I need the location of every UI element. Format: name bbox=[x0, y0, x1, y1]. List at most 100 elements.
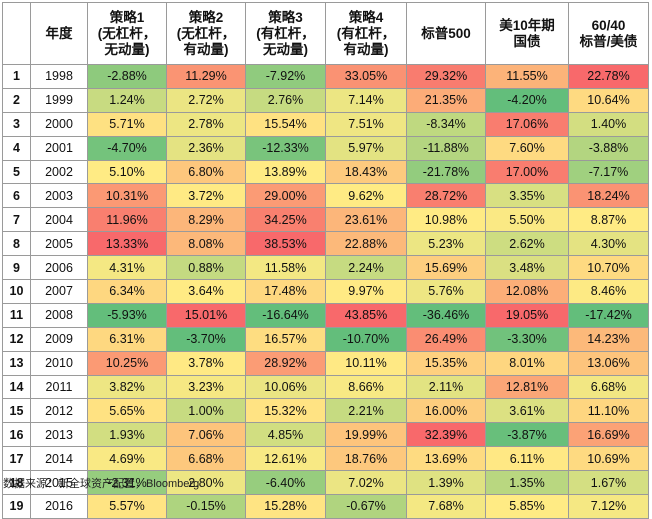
heat-cell: 5.71% bbox=[87, 111, 167, 137]
heat-cell: -3.30% bbox=[485, 326, 569, 352]
heat-cell: 2.80% bbox=[166, 470, 246, 496]
heat-cell: 9.62% bbox=[325, 183, 407, 209]
row-index: 6 bbox=[2, 183, 31, 209]
table-row: 15 2012 5.65% 1.00% 15.32% 2.21% 16.00% 3.61% 11… bbox=[2, 398, 649, 424]
heat-cell: 9.97% bbox=[325, 279, 407, 304]
year-cell: 2013 bbox=[30, 422, 88, 448]
heat-cell: 3.82% bbox=[87, 374, 167, 400]
heat-cell: -7.92% bbox=[245, 64, 326, 89]
heat-cell: 15.54% bbox=[245, 111, 326, 137]
heat-cell: 5.65% bbox=[87, 398, 167, 424]
column-header: 标普500 bbox=[406, 2, 486, 65]
heat-cell: 16.69% bbox=[568, 422, 649, 448]
heat-cell: 8.46% bbox=[568, 279, 649, 304]
heat-cell: 18.24% bbox=[568, 183, 649, 209]
table-row: 12 2009 6.31% -3.70% 16.57% -10.70% 26.49% -3.3… bbox=[2, 326, 649, 352]
heat-cell: 19.99% bbox=[325, 422, 407, 448]
heat-cell: 26.49% bbox=[406, 326, 486, 352]
heat-cell: 6.31% bbox=[87, 326, 167, 352]
header-row: 年度 策略1 (无杠杆， 无动量) 策略2 (无杠杆， 有动量) 策略3 (有杠杆， … bbox=[2, 2, 649, 65]
heat-cell: 28.72% bbox=[406, 183, 486, 209]
heat-cell: 4.31% bbox=[87, 255, 167, 281]
year-cell: 2005 bbox=[30, 231, 88, 257]
heat-cell: -6.40% bbox=[245, 470, 326, 496]
heat-cell: 2.62% bbox=[485, 231, 569, 257]
heat-cell: 4.85% bbox=[245, 422, 326, 448]
heat-cell: 12.81% bbox=[485, 374, 569, 400]
row-index: 7 bbox=[2, 207, 31, 233]
heat-cell: 10.25% bbox=[87, 350, 167, 376]
year-cell: 2001 bbox=[30, 135, 88, 161]
row-index: 4 bbox=[2, 135, 31, 161]
heat-cell: 13.06% bbox=[568, 350, 649, 376]
table-row: 17 2014 4.69% 6.68% 12.61% 18.76% 13.69% 6.11% 1… bbox=[2, 446, 649, 472]
heat-cell: 5.57% bbox=[87, 494, 167, 519]
heat-cell: -7.17% bbox=[568, 159, 649, 185]
heat-cell: 8.29% bbox=[166, 207, 246, 233]
heat-cell: 3.35% bbox=[485, 183, 569, 209]
column-header bbox=[2, 2, 31, 65]
heat-cell: 23.61% bbox=[325, 207, 407, 233]
heat-cell: 5.97% bbox=[325, 135, 407, 161]
source-note: 数据来源：新全球资产配置，Bloomberg bbox=[3, 478, 200, 490]
heat-cell: 3.72% bbox=[166, 183, 246, 209]
table-row: 6 2003 10.31% 3.72% 29.00% 9.62% 28.72% 3.35% 18… bbox=[2, 183, 649, 209]
year-cell: 2016 bbox=[30, 494, 88, 519]
heat-cell: 17.48% bbox=[245, 279, 326, 304]
heat-cell: 2.72% bbox=[166, 87, 246, 113]
row-index: 8 bbox=[2, 231, 31, 257]
heat-cell: 13.89% bbox=[245, 159, 326, 185]
heat-cell: 8.01% bbox=[485, 350, 569, 376]
heat-cell: 32.39% bbox=[406, 422, 486, 448]
heat-cell: 7.51% bbox=[325, 111, 407, 137]
heat-cell: 19.05% bbox=[485, 302, 569, 328]
heat-cell: -21.78% bbox=[406, 159, 486, 185]
column-header: 年度 bbox=[30, 2, 88, 65]
heat-cell: -16.64% bbox=[245, 302, 326, 328]
column-header: 策略2 (无杠杆， 有动量) bbox=[166, 2, 246, 65]
row-index: 17 bbox=[2, 446, 31, 472]
row-index: 2 bbox=[2, 87, 31, 113]
heat-cell: 3.64% bbox=[166, 279, 246, 304]
heat-cell: 10.70% bbox=[568, 255, 649, 281]
table-row: 11 2008 -5.93% 15.01% -16.64% 43.85% -36.46% 19… bbox=[2, 302, 649, 328]
heat-cell: 11.58% bbox=[245, 255, 326, 281]
heat-cell: 15.69% bbox=[406, 255, 486, 281]
heat-cell: 11.10% bbox=[568, 398, 649, 424]
year-cell: 1998 bbox=[30, 64, 88, 89]
column-header: 策略3 (有杠杆， 无动量) bbox=[245, 2, 326, 65]
year-cell: 1999 bbox=[30, 87, 88, 113]
heat-cell: 21.35% bbox=[406, 87, 486, 113]
heat-cell: 2.24% bbox=[325, 255, 407, 281]
column-header: 策略4 (有杠杆， 有动量) bbox=[325, 2, 407, 65]
heat-cell: 15.32% bbox=[245, 398, 326, 424]
heat-cell: 1.00% bbox=[166, 398, 246, 424]
heat-cell: 13.69% bbox=[406, 446, 486, 472]
row-index: 16 bbox=[2, 422, 31, 448]
heat-cell: 14.23% bbox=[568, 326, 649, 352]
heat-cell: 1.93% bbox=[87, 422, 167, 448]
heat-cell: 33.05% bbox=[325, 64, 407, 89]
row-index: 19 bbox=[2, 494, 31, 519]
heat-cell: 4.69% bbox=[87, 446, 167, 472]
heat-cell: 10.64% bbox=[568, 87, 649, 113]
column-header: 60/40 标普/美债 bbox=[568, 2, 649, 65]
heat-cell: 1.35% bbox=[485, 470, 569, 496]
heat-cell: 10.69% bbox=[568, 446, 649, 472]
heat-cell: 22.88% bbox=[325, 231, 407, 257]
table-row: 8 2005 13.33% 8.08% 38.53% 22.88% 5.23% 2.62% 4.… bbox=[2, 231, 649, 257]
heat-cell: 5.50% bbox=[485, 207, 569, 233]
year-cell: 2004 bbox=[30, 207, 88, 233]
heat-cell: 17.00% bbox=[485, 159, 569, 185]
row-index: 1 bbox=[2, 64, 31, 89]
row-index: 10 bbox=[2, 279, 31, 304]
heat-cell: 16.57% bbox=[245, 326, 326, 352]
heat-cell: -4.70% bbox=[87, 135, 167, 161]
table-row: 19 2016 5.57% -0.15% 15.28% -0.67% 7.68% 5.85% 7… bbox=[2, 494, 649, 519]
heat-cell: 11.55% bbox=[485, 64, 569, 89]
heat-cell: 2.76% bbox=[245, 87, 326, 113]
row-index: 13 bbox=[2, 350, 31, 376]
heat-cell: -0.67% bbox=[325, 494, 407, 519]
heat-cell: 8.08% bbox=[166, 231, 246, 257]
